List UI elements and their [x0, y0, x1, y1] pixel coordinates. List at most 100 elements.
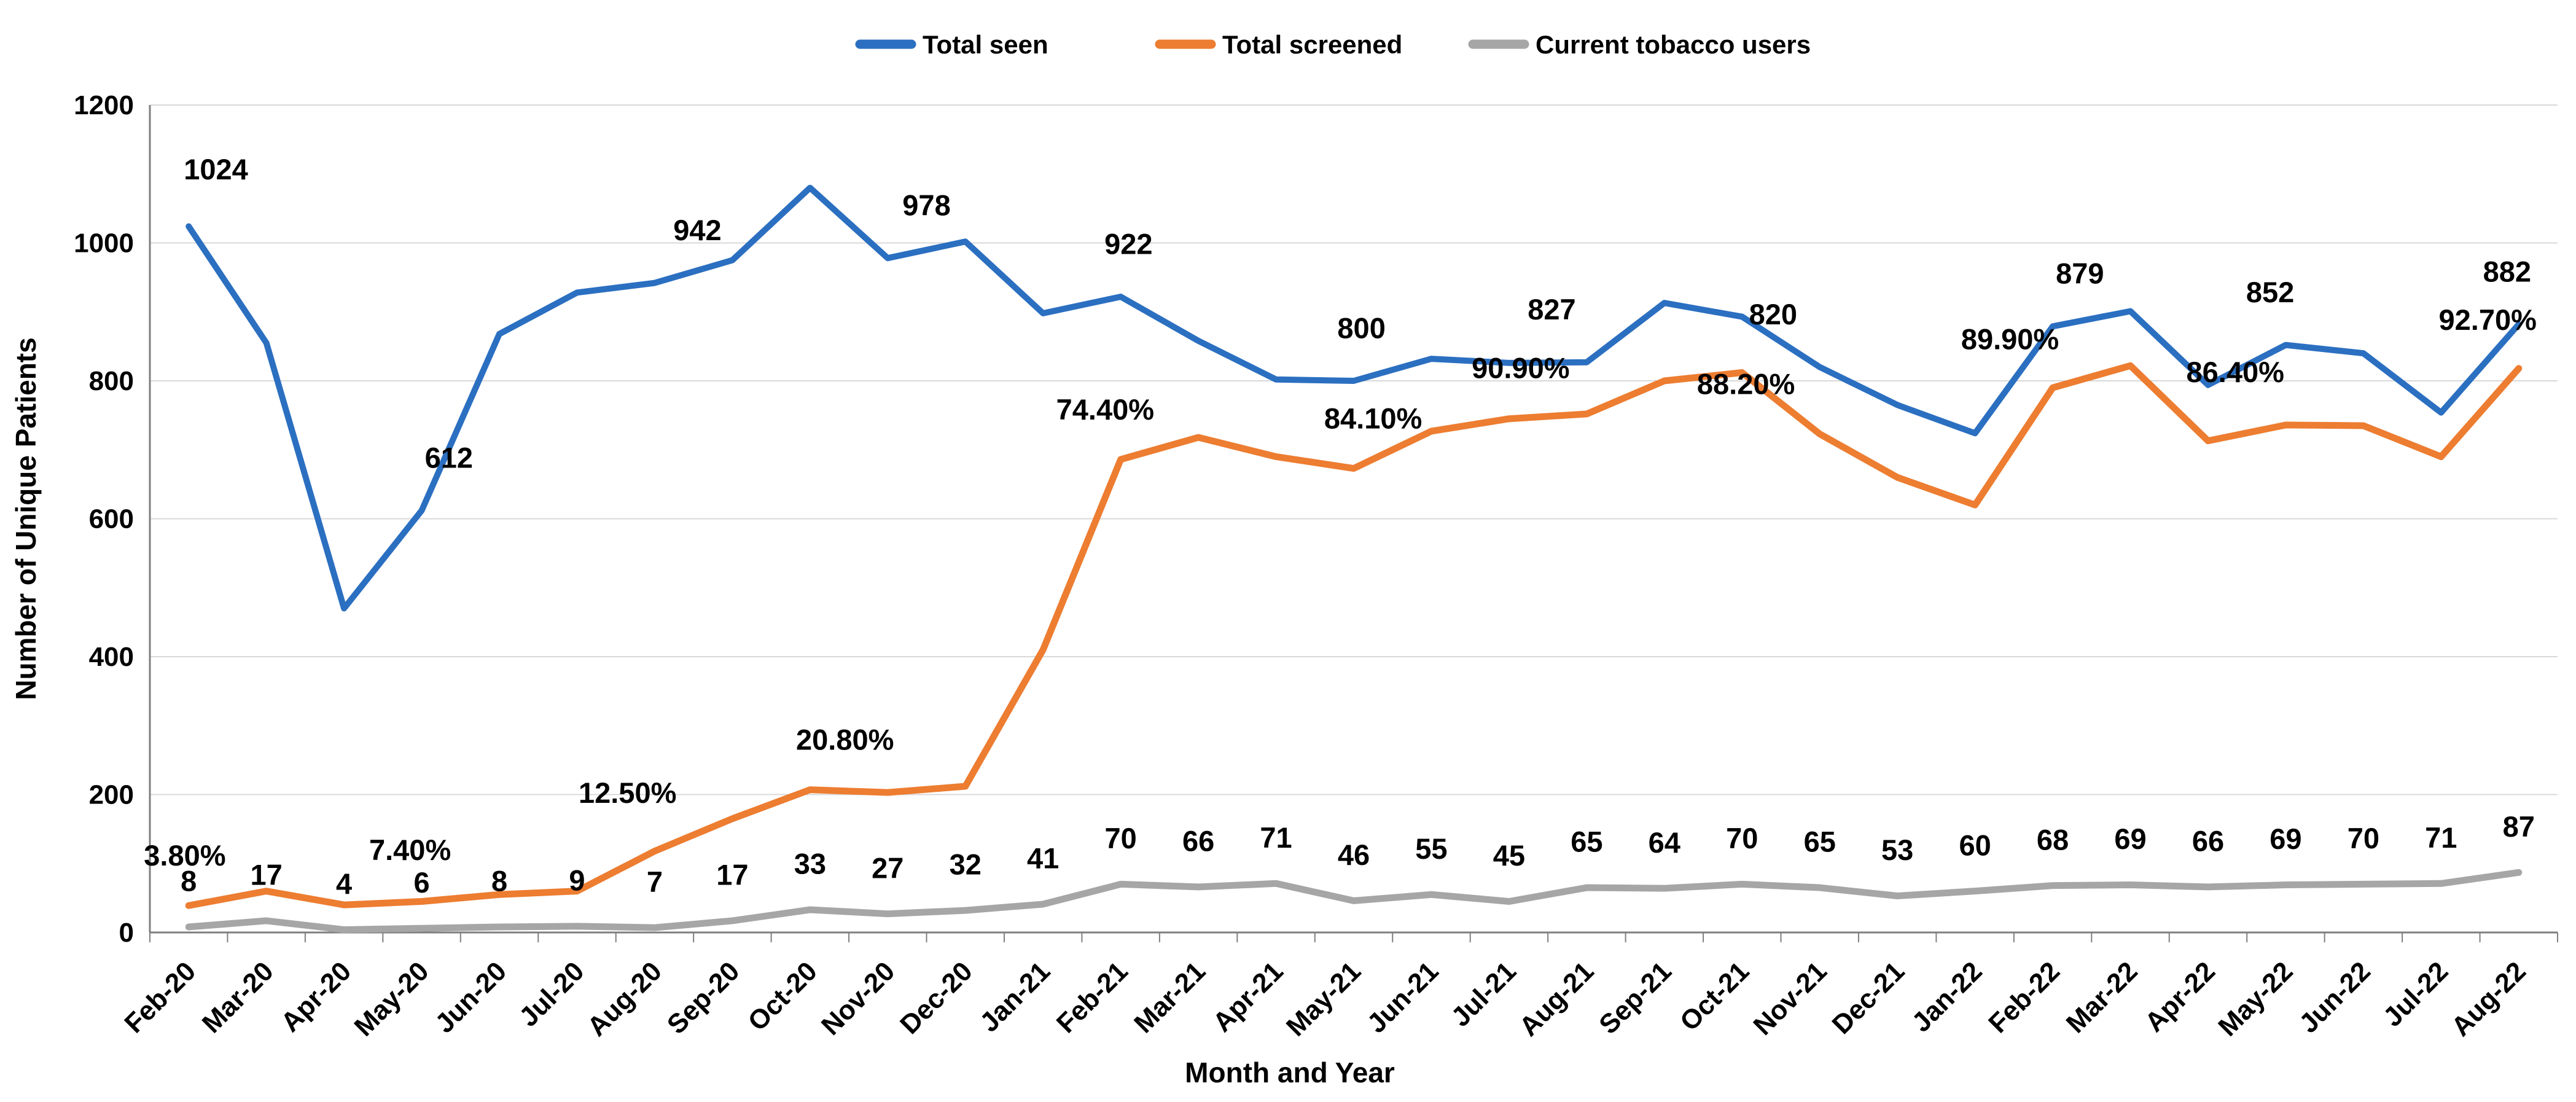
- x-tick-label: Jul-20: [513, 956, 590, 1033]
- data-label: 66: [2192, 825, 2224, 858]
- data-label: 27: [872, 851, 904, 884]
- data-label: 20.80%: [796, 724, 894, 756]
- data-labels-total-screened: 3.80% 7.40% 12.50% 20.80% 74.40% 84.10% 90.90%…: [144, 303, 2537, 872]
- data-label: 70: [2348, 822, 2379, 854]
- x-axis-ticks: [149, 932, 2558, 942]
- data-label: 820: [1749, 298, 1797, 330]
- series-line-current-tobacco-users: [185, 869, 2523, 934]
- data-label: 71: [2425, 821, 2457, 854]
- data-label: 70: [1105, 822, 1137, 854]
- data-label: 86.40%: [2187, 356, 2284, 388]
- data-label: 879: [2056, 257, 2104, 290]
- data-label: 74.40%: [1056, 393, 1154, 426]
- legend-label: Total screened: [1222, 30, 1402, 59]
- x-tick-label: Jun-20: [429, 956, 512, 1039]
- x-tick-label: Nov-21: [1747, 956, 1832, 1041]
- x-tick-label: May-21: [1281, 956, 1367, 1042]
- data-label: 66: [1182, 825, 1214, 858]
- data-label: 12.50%: [579, 776, 676, 809]
- x-tick-label: Jan-21: [974, 956, 1056, 1038]
- x-tick-label: Feb-22: [1983, 956, 2066, 1039]
- data-label: 89.90%: [1961, 322, 2059, 355]
- data-label: 7: [647, 866, 663, 898]
- data-label: 8: [491, 865, 507, 897]
- data-label: 88.20%: [1697, 367, 1795, 400]
- legend-label: Current tobacco users: [1536, 30, 1811, 59]
- data-label: 55: [1415, 832, 1447, 865]
- data-label: 852: [2246, 276, 2294, 308]
- data-label: 90.90%: [1472, 352, 1569, 385]
- data-label: 69: [2270, 823, 2301, 855]
- x-axis-title: Month and Year: [1185, 1057, 1395, 1088]
- data-label: 827: [1528, 293, 1575, 326]
- x-tick-label: Apr-21: [1207, 956, 1289, 1038]
- data-label: 45: [1493, 839, 1525, 872]
- x-tick-label: Sep-21: [1593, 956, 1677, 1040]
- data-label: 71: [1260, 821, 1292, 854]
- x-tick-label: Jul-22: [2378, 956, 2454, 1033]
- data-label: 60: [1959, 829, 1991, 861]
- data-label: 53: [1881, 834, 1913, 866]
- data-label: 84.10%: [1324, 402, 1422, 434]
- x-tick-label: May-20: [349, 956, 435, 1042]
- data-label: 1024: [184, 153, 248, 186]
- legend-label: Total seen: [923, 30, 1048, 59]
- y-tick-label: 0: [119, 918, 134, 948]
- x-tick-label: Feb-21: [1051, 956, 1134, 1039]
- data-label: 65: [1571, 826, 1602, 858]
- data-label: 922: [1104, 227, 1152, 260]
- x-tick-label: Dec-20: [894, 956, 978, 1040]
- series-line-total-seen: [185, 184, 2522, 612]
- data-label: 41: [1027, 842, 1059, 875]
- x-tick-label: Aug-20: [582, 956, 668, 1042]
- data-label: 69: [2114, 823, 2146, 855]
- data-label: 800: [1337, 311, 1385, 344]
- data-label: 33: [794, 848, 826, 880]
- data-labels-total-seen: 1024 612 942 978 922 800 827 820 879 852 882: [184, 153, 2531, 474]
- x-tick-label: Mar-22: [2061, 956, 2144, 1039]
- data-label: 6: [414, 866, 430, 899]
- x-tick-label: Feb-20: [119, 956, 201, 1039]
- data-label: 3.80%: [144, 839, 225, 872]
- x-tick-label: Jun-22: [2293, 956, 2376, 1039]
- data-label: 46: [1338, 838, 1370, 871]
- data-label: 942: [673, 214, 721, 246]
- y-tick-label: 200: [89, 780, 134, 810]
- x-tick-label: Mar-21: [1128, 956, 1211, 1039]
- y-tick-label: 400: [89, 642, 134, 672]
- data-label: 17: [716, 859, 748, 891]
- x-tick-label: Mar-20: [197, 956, 279, 1039]
- x-tick-label: Nov-20: [816, 956, 900, 1041]
- y-tick-label: 1000: [74, 229, 134, 259]
- x-tick-label: Apr-22: [2139, 956, 2221, 1038]
- data-label: 64: [1649, 826, 1680, 859]
- x-tick-label: Dec-21: [1827, 956, 1911, 1040]
- x-tick-label: Aug-22: [2446, 956, 2532, 1042]
- x-tick-label: Aug-21: [1513, 956, 1599, 1042]
- series-line-total-screened: [185, 362, 2523, 909]
- x-tick-label: Sep-20: [662, 956, 746, 1040]
- data-label: 4: [336, 867, 352, 900]
- data-label: 32: [950, 848, 982, 881]
- x-tick-label: Apr-20: [275, 956, 357, 1038]
- data-label: 68: [2037, 823, 2069, 856]
- x-tick-label: May-22: [2212, 956, 2298, 1042]
- data-label: 17: [251, 859, 283, 891]
- legend-item-total-screened: Total screened: [1155, 30, 1402, 59]
- legend: Total seen Total screened Current tobacco …: [855, 30, 1811, 59]
- x-tick-label: Oct-20: [742, 956, 822, 1036]
- x-tick-label: Jan-22: [1906, 956, 1988, 1038]
- x-tick-label: Jul-21: [1445, 956, 1522, 1033]
- y-axis-labels: 0 200 400 600 800 1000 1200: [74, 90, 134, 948]
- data-label: 87: [2503, 810, 2535, 843]
- data-label: 7.40%: [369, 834, 451, 866]
- y-tick-label: 800: [89, 366, 134, 396]
- data-label: 882: [2483, 255, 2531, 287]
- data-label: 92.70%: [2438, 303, 2536, 336]
- y-tick-label: 1200: [74, 90, 134, 120]
- y-axis-title: Number of Unique Patients: [10, 337, 42, 700]
